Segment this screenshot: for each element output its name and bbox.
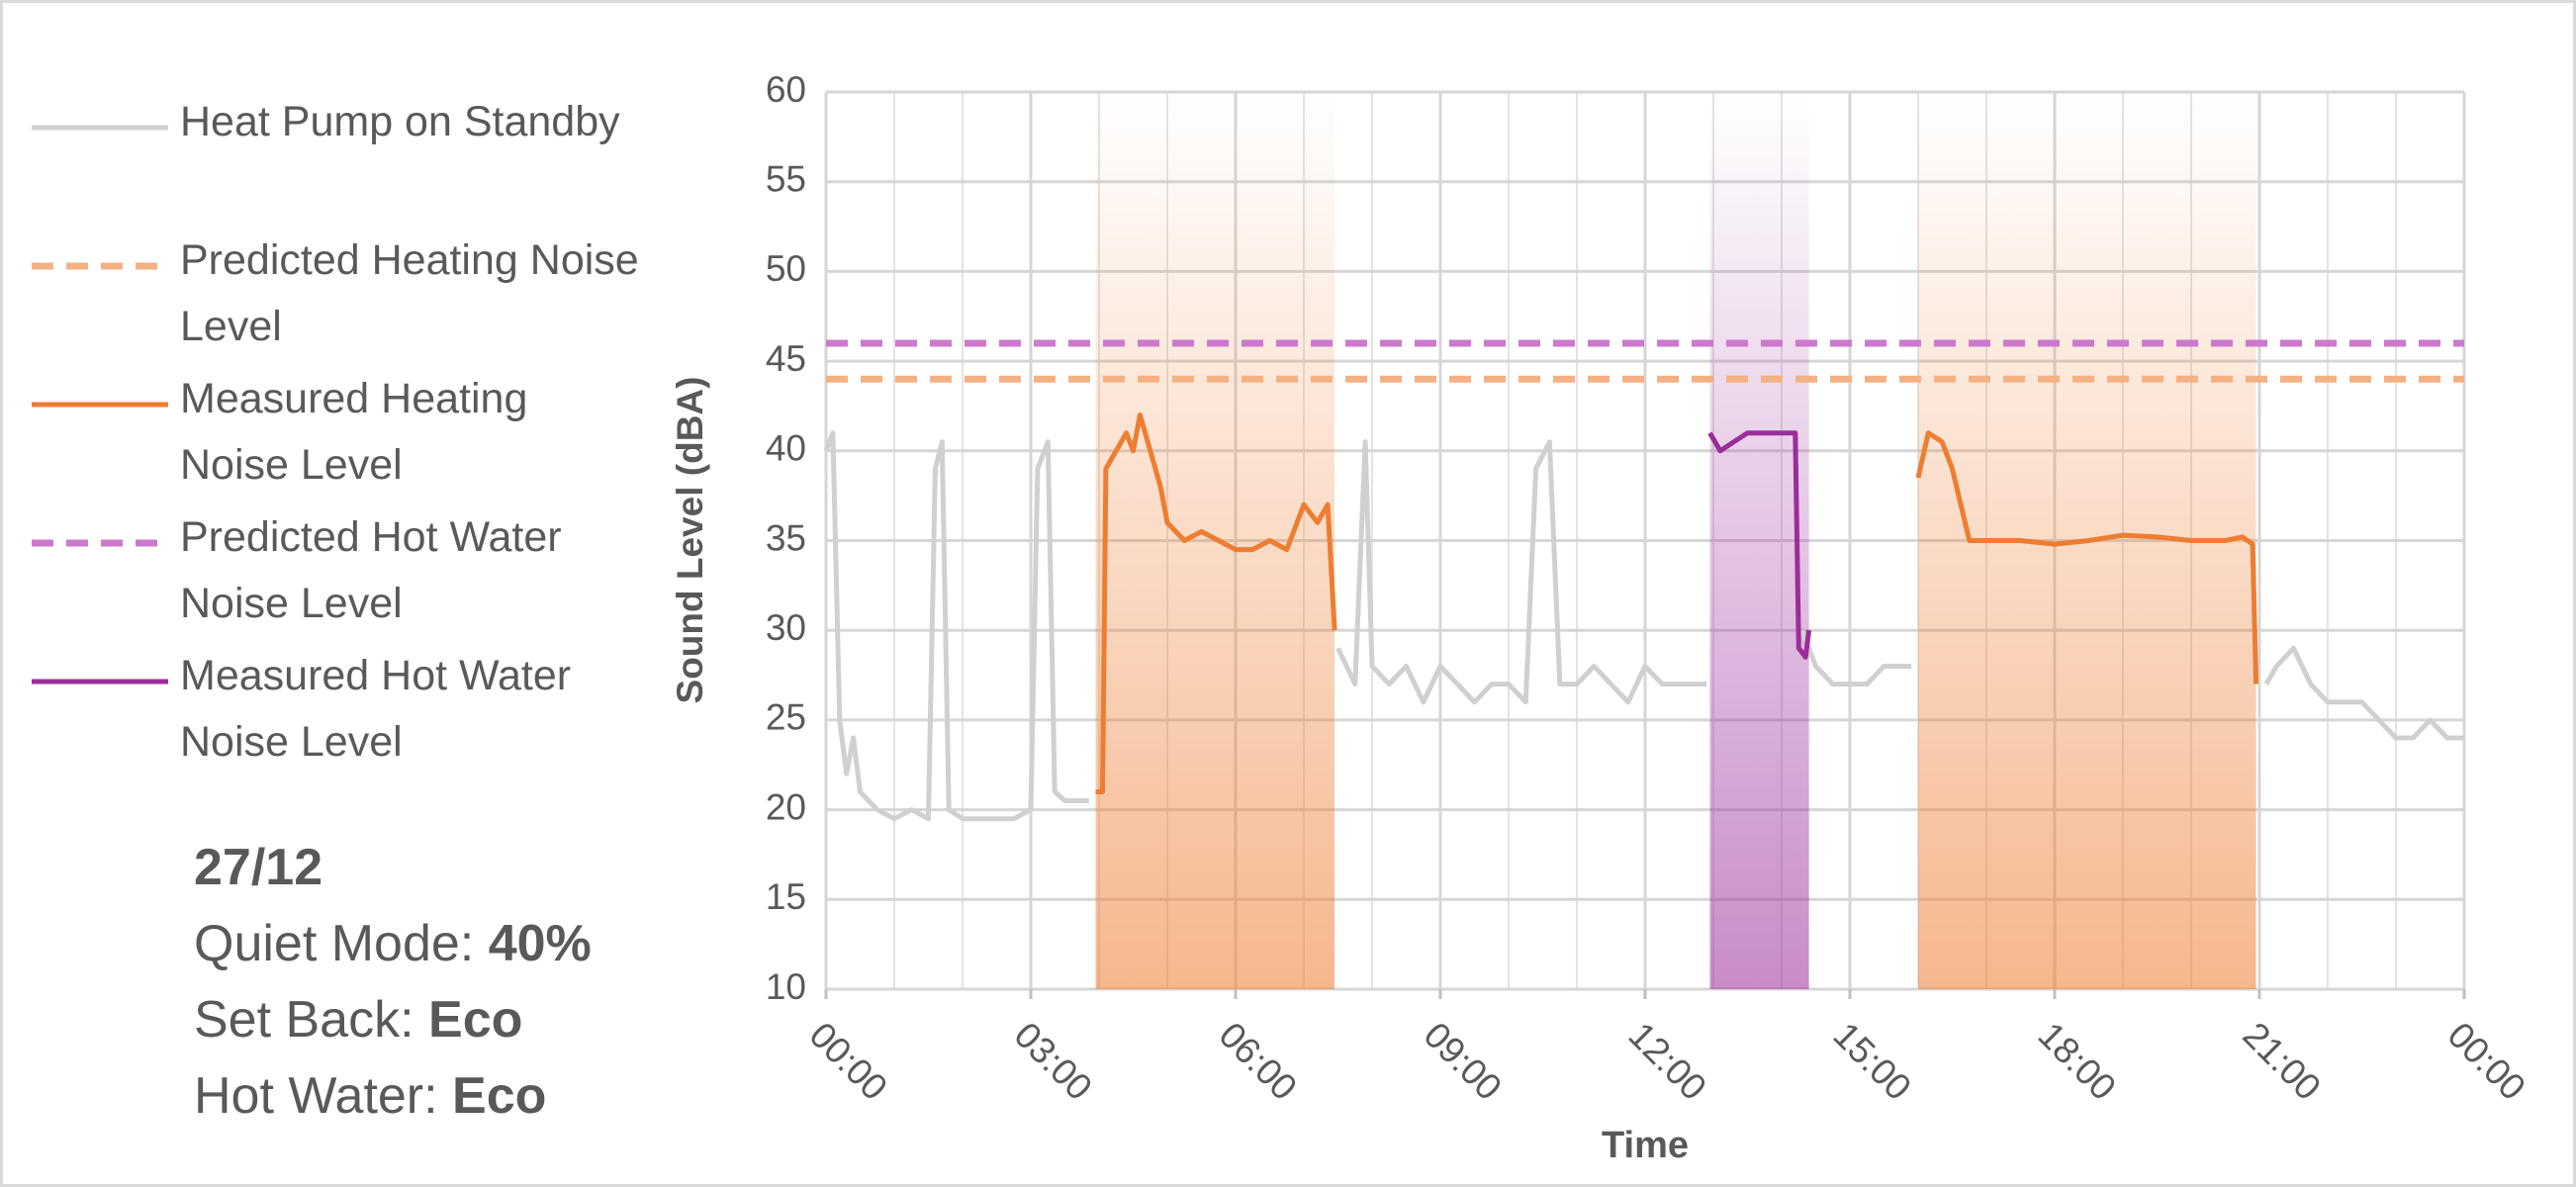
legend-entry: Measured Heating Noise Level [30, 372, 645, 510]
x-tick-label: 21:00 [2235, 1015, 2328, 1108]
y-tick-label: 35 [766, 517, 806, 558]
legend-swatch [32, 262, 168, 270]
x-tick-label: 03:00 [1006, 1015, 1099, 1108]
legend-entry: Predicted Heating Noise Level [30, 233, 645, 372]
x-tick-label: 12:00 [1620, 1015, 1713, 1108]
x-tick-label: 09:00 [1416, 1015, 1509, 1108]
lines [823, 339, 2464, 822]
y-tick-label: 55 [766, 158, 806, 199]
legend-swatch [32, 125, 168, 131]
setting-value: Eco [428, 991, 523, 1049]
y-axis-label: Sound Level (dBA) [670, 377, 710, 704]
y-tick-label: 40 [766, 428, 806, 469]
setting-label: Quiet Mode: [194, 915, 475, 972]
legend-label: Heat Pump on Standby [180, 98, 620, 145]
y-tick-label: 50 [766, 248, 806, 289]
y-tick-label: 15 [766, 876, 806, 917]
series-line [823, 430, 2464, 822]
y-tick-label: 10 [766, 966, 806, 1007]
setting: Quiet Mode: 40% [194, 906, 592, 982]
legend-entry: Heat Pump on Standby [30, 95, 645, 233]
setting-label: Set Back: [194, 991, 414, 1049]
y-tick-label: 30 [766, 607, 806, 648]
x-tick-label: 06:00 [1211, 1015, 1304, 1108]
shaded-range [1709, 92, 1809, 989]
legend: Heat Pump on Standby Predicted Heating No… [30, 95, 645, 787]
y-tick-label: 25 [766, 697, 806, 738]
y-tick-label: 60 [766, 69, 806, 110]
x-tick-label: 15:00 [1825, 1015, 1918, 1108]
info-panel: 27/12 Quiet Mode: 40% Set Back: Eco Hot Wa… [194, 829, 592, 1135]
legend-label: Predicted Heating Noise Level [180, 236, 639, 350]
legend-swatch [32, 679, 168, 685]
legend-label: Measured Hot Water Noise Level [180, 652, 572, 766]
date: 27/12 [194, 839, 323, 896]
legend-label: Predicted Hot Water Noise Level [180, 513, 562, 627]
setting-label: Hot Water: [194, 1067, 438, 1125]
y-tick-label: 20 [766, 786, 806, 827]
y-tick-label: 45 [766, 338, 806, 379]
legend-entry: Predicted Hot Water Noise Level [30, 510, 645, 649]
setting: Set Back: Eco [194, 982, 592, 1058]
x-tick-label: 00:00 [2439, 1015, 2532, 1108]
x-tick-label: 00:00 [801, 1015, 894, 1108]
x-tick-label: 18:00 [2030, 1015, 2123, 1108]
series-line [1095, 412, 2259, 794]
setting-value: 40% [488, 915, 592, 972]
setting-value: Eco [452, 1067, 547, 1125]
legend-label: Measured Heating Noise Level [180, 375, 528, 489]
series-line [1707, 430, 1812, 660]
x-axis-label: Time [1602, 1125, 1689, 1166]
legend-entry: Measured Hot Water Noise Level [30, 649, 645, 787]
setting: Hot Water: Eco [194, 1058, 592, 1135]
legend-swatch [32, 539, 168, 547]
legend-swatch [32, 402, 168, 408]
